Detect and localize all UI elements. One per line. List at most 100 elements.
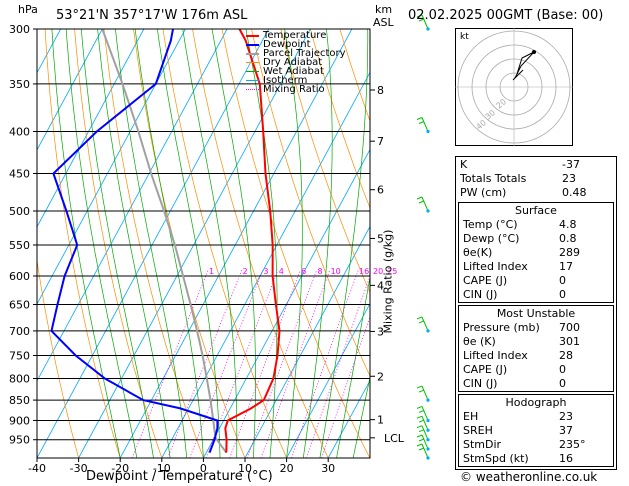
wet-adiabat-line (156, 29, 221, 458)
most-unstable-section: Most Unstable Pressure (mb) 700 θe (K) 301… (458, 305, 614, 392)
most-unstable-title: Most Unstable (496, 307, 576, 320)
wind-barb-base (426, 209, 430, 213)
legend-item-temperature: Temperature (246, 30, 346, 41)
wind-barb (418, 200, 425, 204)
hodo-label: StmDir (463, 438, 502, 451)
temp-tick-label: 30 (321, 462, 335, 475)
temp-tick-label: -10 (153, 462, 171, 475)
wind-barb-base (426, 129, 430, 134)
wind-barb (418, 18, 425, 22)
mixing-ratio-label: 10 (331, 267, 341, 276)
mu-value: 0 (559, 377, 566, 390)
footer-credit: © weatheronline.co.uk (460, 470, 598, 484)
index-value: 0.48 (562, 186, 587, 199)
wind-barb (418, 429, 425, 433)
hodo-value: 37 (559, 424, 573, 437)
index-label: K (460, 158, 468, 171)
mixing-ratio-line (246, 269, 318, 458)
wind-barb (418, 389, 425, 393)
plot-area (37, 29, 370, 458)
mixing-ratio-label: 1 (209, 267, 214, 276)
dry-adiabat-line (192, 29, 329, 458)
temp-tick-label: -30 (70, 462, 88, 475)
wind-barb (418, 419, 425, 423)
wind-barb (416, 415, 423, 419)
surface-row: Temp (°C) 4.8 (459, 218, 613, 232)
wind-barb (416, 117, 423, 120)
legend-item-wet-adiabat: Wet Adiabat (246, 66, 346, 77)
mu-row: CAPE (J) 0 (459, 363, 613, 377)
surface-row: CAPE (J) 0 (459, 274, 613, 288)
dry-adiabat-line (280, 29, 370, 294)
indices-table: K -37 Totals Totals 23 PW (cm) 0.48 Surface… (455, 156, 617, 470)
wind-barb-base (426, 329, 430, 333)
hodo-value: 16 (559, 452, 573, 465)
wind-barb (416, 405, 423, 409)
index-value: 23 (562, 172, 576, 185)
surface-row: CIN (J) 0 (459, 288, 613, 302)
surface-value: 289 (559, 246, 580, 259)
temp-tick-label: 10 (238, 462, 252, 475)
datetime-label: 02.02.2025 00GMT (Base: 00) (408, 8, 604, 23)
mu-value: 28 (559, 349, 573, 362)
mu-label: CIN (J) (463, 377, 498, 390)
legend-item-dewpoint: Dewpoint (246, 39, 346, 50)
isotherm-line (244, 225, 370, 458)
storm-motion-arrow (512, 69, 524, 81)
hodo-row: StmDir 235° (459, 438, 613, 452)
mixing-ratio-line (205, 269, 279, 458)
km-tick-label: 7 (377, 135, 384, 148)
wind-barb (421, 434, 429, 450)
legend-item-isotherm: Isotherm (246, 76, 346, 86)
mu-value: 700 (559, 321, 580, 334)
mixing-ratio-label: 3 (263, 267, 268, 276)
pressure-tick-label: 700 (9, 325, 30, 338)
hodograph: kt 40 30 20 (455, 28, 573, 146)
wind-barb-base (426, 418, 430, 423)
legend-label: Temperature (263, 30, 327, 41)
surface-row: Lifted Index 17 (459, 260, 613, 274)
temp-tick-label: -20 (111, 462, 129, 475)
surface-value: 0 (559, 288, 566, 301)
pressure-tick-label: 950 (9, 434, 30, 447)
legend-swatch (246, 34, 259, 37)
mu-row: Lifted Index 28 (459, 349, 613, 363)
pressure-tick-label: 300 (9, 23, 30, 36)
wind-barb-base (426, 456, 430, 460)
pressure-tick-label: 800 (9, 372, 30, 385)
lcl-label: LCL (384, 432, 405, 445)
legend-swatch (246, 89, 259, 90)
mixing-ratio-line (167, 269, 243, 458)
wind-barb (421, 14, 429, 30)
index-row: PW (cm) 0.48 (456, 186, 616, 200)
wind-barb-base (426, 438, 430, 442)
isotherm-line (161, 71, 370, 458)
x-axis-label: Dewpoint / Temperature (°C) (86, 469, 273, 484)
surface-title: Surface (515, 204, 557, 217)
km-tick-label: 4 (377, 279, 384, 292)
index-value: -37 (562, 158, 580, 171)
temp-tick-label: 20 (280, 462, 294, 475)
pressure-tick-label: 900 (9, 414, 30, 427)
surface-value: 0.8 (559, 232, 577, 245)
surface-value: 0 (559, 274, 566, 287)
legend-swatch (246, 62, 259, 63)
wind-barb-base (426, 428, 430, 432)
pressure-tick-label: 650 (9, 299, 30, 312)
index-label: Totals Totals (460, 172, 527, 185)
legend-swatch (246, 80, 259, 81)
legend-label: Wet Adiabat (263, 66, 324, 77)
wind-barb (418, 447, 425, 451)
legend-label: Dewpoint (263, 39, 311, 50)
surface-label: CAPE (J) (463, 274, 508, 287)
km-tick-label: 1 (377, 414, 384, 427)
wind-barb (421, 316, 429, 332)
wind-barb (421, 416, 429, 431)
temp-tick-label: 0 (200, 462, 207, 475)
legend-swatch (246, 71, 259, 72)
mu-label: CAPE (J) (463, 363, 508, 376)
mu-row: Pressure (mb) 700 (459, 321, 613, 335)
hodo-row: EH 23 (459, 410, 613, 424)
location-label: 53°21'N 357°17'W 176m ASL (56, 8, 248, 23)
mixing-ratio-label: 16 (359, 267, 369, 276)
